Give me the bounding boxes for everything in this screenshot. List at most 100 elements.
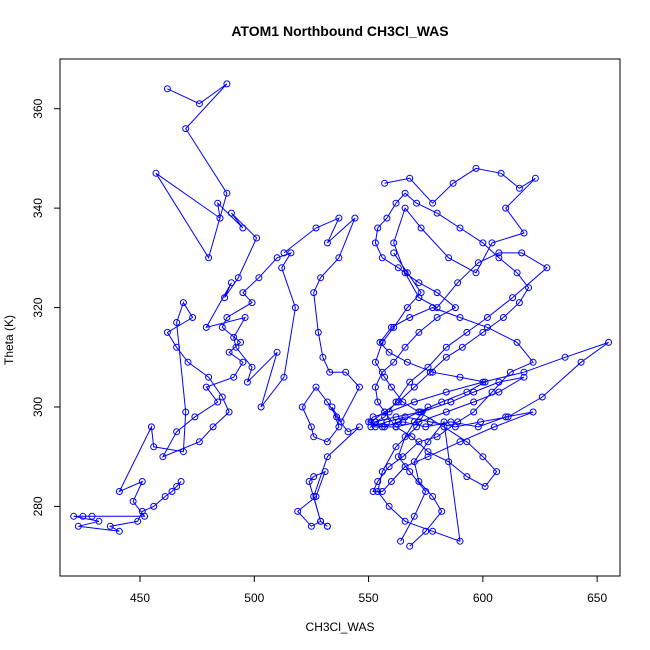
data-point	[401, 204, 409, 212]
data-point	[287, 249, 295, 257]
data-point	[433, 289, 441, 297]
data-point	[451, 304, 459, 312]
data-point	[410, 418, 418, 426]
data-point	[472, 164, 480, 172]
data-point	[410, 458, 418, 466]
data-point	[150, 443, 158, 451]
data-point	[365, 418, 373, 426]
data-point	[374, 478, 382, 485]
data-point	[248, 363, 256, 371]
data-point	[106, 522, 114, 530]
data-point	[424, 453, 432, 461]
data-point	[371, 418, 379, 426]
data-point	[88, 512, 96, 520]
data-point	[442, 353, 450, 361]
data-point	[257, 403, 265, 411]
data-point	[456, 537, 464, 545]
data-point	[543, 264, 551, 272]
data-point	[499, 314, 507, 321]
data-point	[495, 378, 503, 386]
data-point	[403, 358, 411, 366]
data-point	[278, 264, 286, 272]
data-point	[328, 403, 336, 411]
data-point	[577, 358, 585, 366]
y-tick-label: 320	[31, 297, 45, 317]
data-point	[605, 338, 613, 346]
data-point	[413, 199, 421, 207]
data-point	[442, 343, 450, 351]
data-point	[488, 388, 496, 396]
data-point	[159, 453, 167, 461]
data-point	[390, 239, 398, 247]
data-point	[429, 199, 437, 207]
data-point	[177, 478, 185, 485]
data-point	[195, 100, 203, 108]
data-point	[426, 368, 434, 376]
data-point	[310, 289, 318, 297]
data-point	[342, 368, 350, 376]
data-point	[474, 423, 482, 431]
data-point	[147, 423, 155, 431]
data-point	[410, 383, 418, 391]
data-point	[392, 423, 400, 431]
data-point	[182, 125, 190, 133]
data-point	[390, 323, 398, 331]
data-point	[429, 493, 437, 500]
data-point	[422, 488, 430, 495]
data-point	[415, 438, 423, 446]
data-point	[335, 214, 343, 222]
data-point	[408, 433, 416, 441]
data-point	[378, 423, 386, 431]
data-point	[424, 403, 432, 411]
data-point	[474, 259, 482, 267]
data-point	[355, 383, 363, 391]
data-point	[401, 517, 409, 525]
data-point	[253, 234, 261, 242]
data-point	[223, 80, 231, 88]
data-point	[406, 174, 414, 182]
data-point	[321, 468, 329, 476]
data-point	[454, 418, 462, 426]
data-point	[463, 438, 471, 446]
data-point	[458, 343, 466, 351]
data-point	[323, 438, 331, 446]
y-tick-label: 280	[31, 496, 45, 516]
x-axis: 450 500 550 600 650	[130, 576, 607, 605]
data-point	[310, 493, 318, 500]
data-point	[221, 294, 229, 302]
data-point	[415, 279, 423, 287]
data-point	[438, 507, 446, 515]
data-point	[429, 527, 437, 535]
data-point	[518, 249, 526, 257]
x-tick-label: 500	[244, 591, 264, 605]
data-point	[406, 314, 414, 321]
data-point	[401, 343, 409, 351]
data-point	[515, 184, 523, 192]
data-point	[406, 542, 414, 550]
data-point	[216, 214, 224, 222]
data-point	[454, 279, 462, 287]
data-point	[401, 463, 409, 471]
data-point	[497, 169, 505, 177]
data-point	[280, 373, 288, 381]
data-point	[442, 388, 450, 396]
data-point	[218, 323, 226, 331]
data-point	[387, 383, 395, 391]
data-point	[438, 398, 446, 406]
data-point	[495, 388, 503, 396]
data-point	[456, 438, 464, 446]
data-point	[561, 353, 569, 361]
data-point	[195, 438, 203, 446]
data-point	[426, 418, 434, 426]
data-point	[115, 488, 123, 495]
data-point	[291, 304, 299, 312]
data-point	[463, 473, 471, 481]
data-point	[312, 493, 320, 500]
data-point	[173, 319, 181, 326]
data-point	[399, 453, 407, 461]
data-point	[495, 249, 503, 257]
data-point	[168, 488, 176, 495]
data-point	[479, 378, 487, 386]
data-point	[525, 284, 533, 292]
data-point	[310, 473, 318, 481]
